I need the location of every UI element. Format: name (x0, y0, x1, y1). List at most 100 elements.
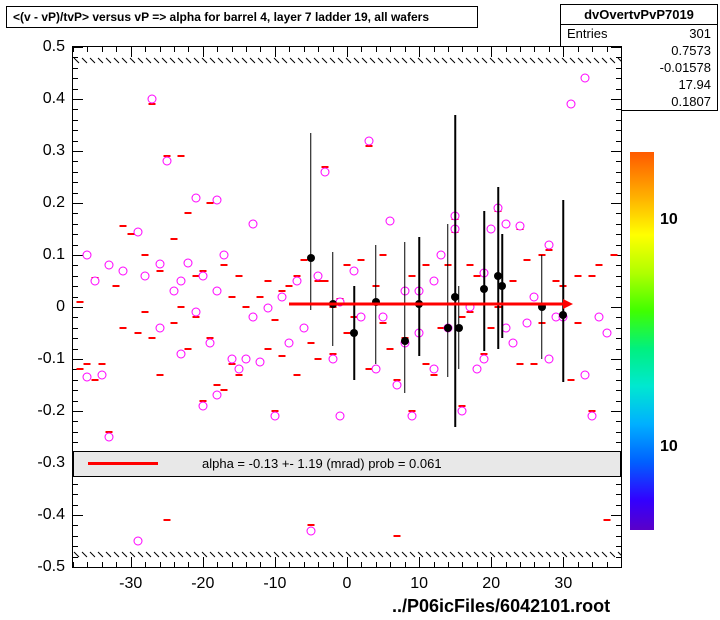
open-circle-marker (508, 339, 517, 348)
x-tick-label: 20 (482, 575, 500, 593)
x-tick (419, 47, 420, 57)
filled-circle-marker (444, 324, 452, 332)
y-tick (73, 151, 83, 152)
x-minor-tick (304, 47, 305, 52)
x-minor-tick (116, 562, 117, 567)
red-dash-marker (423, 363, 430, 365)
x-minor-tick (621, 562, 622, 567)
open-circle-marker (105, 433, 114, 442)
x-minor-tick (217, 562, 218, 567)
fit-arrow-icon (563, 299, 573, 309)
y-minor-tick (616, 421, 621, 422)
open-circle-marker (270, 412, 279, 421)
red-dash-marker (315, 280, 322, 282)
red-dash-marker (315, 358, 322, 360)
open-circle-marker (90, 277, 99, 286)
y-minor-tick (616, 546, 621, 547)
x-minor-tick (405, 562, 406, 567)
open-circle-marker (371, 365, 380, 374)
open-circle-marker (480, 355, 489, 364)
x-tick (275, 557, 276, 567)
red-dash-marker (545, 249, 552, 251)
error-bar (498, 187, 500, 348)
open-circle-marker (350, 266, 359, 275)
open-circle-marker (566, 100, 575, 109)
y-minor-tick (73, 109, 78, 110)
y-minor-tick (73, 245, 78, 246)
open-circle-marker (487, 225, 496, 234)
y-tick-label: -0.3 (37, 454, 65, 472)
filled-circle-marker (480, 285, 488, 293)
open-circle-marker (379, 313, 388, 322)
x-minor-tick (145, 562, 146, 567)
colorbar: 1010 (630, 152, 654, 530)
x-minor-tick (333, 562, 334, 567)
red-dash-marker (394, 535, 401, 537)
red-dash-marker (517, 363, 524, 365)
open-circle-marker (263, 304, 272, 313)
y-minor-tick (73, 265, 78, 266)
y-minor-tick (73, 130, 78, 131)
x-minor-tick (534, 562, 535, 567)
open-circle-marker (595, 313, 604, 322)
red-dash-marker (243, 306, 250, 308)
y-tick (73, 307, 83, 308)
open-circle-marker (393, 381, 402, 390)
y-tick-label: -0.5 (37, 558, 65, 576)
red-dash-marker (170, 322, 177, 324)
y-tick-label: 0.4 (43, 90, 65, 108)
error-bar (563, 200, 565, 382)
x-minor-tick (87, 47, 88, 52)
x-tick-label: 10 (410, 575, 428, 593)
y-minor-tick (73, 557, 78, 558)
y-minor-tick (73, 536, 78, 537)
open-circle-marker (169, 287, 178, 296)
open-circle-marker (198, 271, 207, 280)
y-tick (611, 307, 621, 308)
red-dash-marker (553, 280, 560, 282)
x-minor-tick (549, 562, 550, 567)
x-tick (131, 557, 132, 567)
open-circle-marker (198, 401, 207, 410)
x-minor-tick (607, 562, 608, 567)
x-minor-tick (477, 47, 478, 52)
y-minor-tick (73, 213, 78, 214)
y-tick-label: 0 (56, 298, 65, 316)
stats-value: 17.94 (678, 77, 711, 92)
filled-circle-marker (498, 282, 506, 290)
plot-area: -0.5-0.4-0.3-0.2-0.100.10.20.30.40.5-30-… (72, 46, 622, 568)
open-circle-marker (256, 357, 265, 366)
filled-circle-marker (455, 324, 463, 332)
y-minor-tick (616, 317, 621, 318)
legend-text: alpha = -0.13 +- 1.19 (mrad) prob = 0.06… (202, 456, 442, 471)
red-dash-marker (178, 155, 185, 157)
error-bar (418, 237, 420, 357)
y-minor-tick (73, 338, 78, 339)
x-minor-tick (477, 562, 478, 567)
red-dash-marker (98, 363, 105, 365)
x-minor-tick (102, 47, 103, 52)
red-dash-marker (91, 379, 98, 381)
open-circle-marker (386, 217, 395, 226)
y-minor-tick (616, 338, 621, 339)
red-dash-marker (524, 259, 531, 261)
red-dash-marker (279, 355, 286, 357)
red-dash-marker (235, 275, 242, 277)
open-circle-marker (357, 313, 366, 322)
x-tick (203, 47, 204, 57)
x-minor-tick (188, 47, 189, 52)
red-dash-marker (459, 316, 466, 318)
y-minor-tick (616, 557, 621, 558)
filled-circle-marker (350, 329, 358, 337)
x-tick-label: -30 (119, 575, 142, 593)
x-minor-tick (592, 562, 593, 567)
colorbar-segment (630, 235, 654, 273)
red-dash-marker (228, 296, 235, 298)
open-circle-marker (321, 167, 330, 176)
y-tick (73, 203, 83, 204)
fit-line (289, 303, 563, 306)
colorbar-segment (630, 424, 654, 462)
red-dash-marker (365, 145, 372, 147)
y-tick (73, 359, 83, 360)
stats-value: -0.01578 (660, 60, 711, 75)
